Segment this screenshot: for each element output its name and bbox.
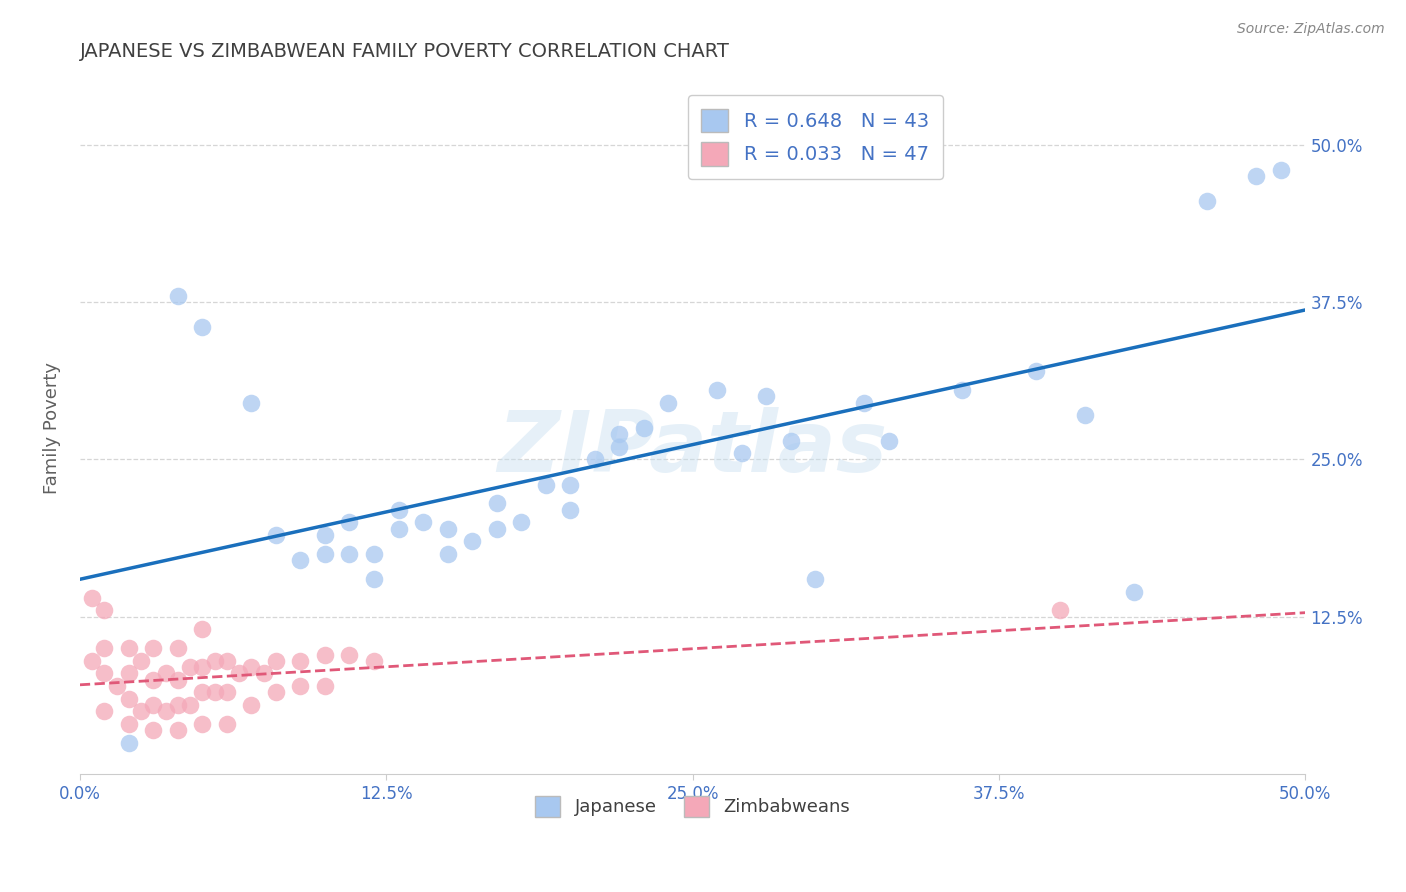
Point bbox=[191, 660, 214, 674]
Point bbox=[755, 389, 778, 403]
Point bbox=[314, 547, 336, 561]
Point bbox=[779, 434, 801, 448]
Point bbox=[118, 691, 141, 706]
Point bbox=[167, 723, 190, 737]
Point bbox=[314, 679, 336, 693]
Point bbox=[1049, 603, 1071, 617]
Point bbox=[191, 716, 214, 731]
Point bbox=[93, 603, 115, 617]
Point bbox=[129, 704, 152, 718]
Point bbox=[142, 698, 165, 712]
Point bbox=[93, 641, 115, 656]
Point bbox=[264, 685, 287, 699]
Point bbox=[290, 654, 312, 668]
Point bbox=[167, 673, 190, 687]
Point bbox=[167, 641, 190, 656]
Point bbox=[607, 427, 630, 442]
Point bbox=[314, 648, 336, 662]
Point bbox=[314, 528, 336, 542]
Legend: Japanese, Zimbabweans: Japanese, Zimbabweans bbox=[527, 789, 858, 824]
Point bbox=[339, 648, 361, 662]
Point bbox=[142, 673, 165, 687]
Point bbox=[363, 572, 385, 586]
Point bbox=[204, 654, 226, 668]
Point bbox=[240, 396, 263, 410]
Point bbox=[558, 477, 581, 491]
Point bbox=[118, 641, 141, 656]
Point bbox=[191, 685, 214, 699]
Point bbox=[1122, 584, 1144, 599]
Point bbox=[558, 502, 581, 516]
Point bbox=[215, 685, 238, 699]
Point bbox=[129, 654, 152, 668]
Point bbox=[191, 320, 214, 334]
Point bbox=[82, 654, 104, 668]
Point bbox=[607, 440, 630, 454]
Point bbox=[82, 591, 104, 605]
Point bbox=[1270, 162, 1292, 177]
Point bbox=[155, 666, 177, 681]
Point bbox=[853, 396, 876, 410]
Point bbox=[510, 516, 533, 530]
Point bbox=[534, 477, 557, 491]
Y-axis label: Family Poverty: Family Poverty bbox=[44, 362, 60, 494]
Point bbox=[1246, 169, 1268, 184]
Point bbox=[253, 666, 276, 681]
Text: JAPANESE VS ZIMBABWEAN FAMILY POVERTY CORRELATION CHART: JAPANESE VS ZIMBABWEAN FAMILY POVERTY CO… bbox=[80, 42, 730, 61]
Point bbox=[142, 641, 165, 656]
Point bbox=[118, 666, 141, 681]
Point bbox=[339, 547, 361, 561]
Point bbox=[730, 446, 752, 460]
Point bbox=[804, 572, 827, 586]
Point bbox=[105, 679, 128, 693]
Point bbox=[436, 547, 458, 561]
Point bbox=[155, 704, 177, 718]
Point bbox=[485, 522, 508, 536]
Point bbox=[93, 704, 115, 718]
Point bbox=[706, 383, 728, 397]
Point bbox=[657, 396, 679, 410]
Point bbox=[179, 660, 201, 674]
Point bbox=[228, 666, 250, 681]
Point bbox=[339, 516, 361, 530]
Point bbox=[290, 679, 312, 693]
Text: Source: ZipAtlas.com: Source: ZipAtlas.com bbox=[1237, 22, 1385, 37]
Point bbox=[264, 528, 287, 542]
Point bbox=[93, 666, 115, 681]
Point bbox=[387, 502, 409, 516]
Point bbox=[167, 698, 190, 712]
Point bbox=[215, 716, 238, 731]
Point bbox=[204, 685, 226, 699]
Point bbox=[264, 654, 287, 668]
Point bbox=[877, 434, 900, 448]
Point bbox=[191, 623, 214, 637]
Point bbox=[167, 289, 190, 303]
Point bbox=[240, 660, 263, 674]
Point bbox=[179, 698, 201, 712]
Point bbox=[461, 534, 484, 549]
Point bbox=[1025, 364, 1047, 378]
Point bbox=[363, 547, 385, 561]
Point bbox=[1197, 194, 1219, 209]
Point bbox=[387, 522, 409, 536]
Point bbox=[240, 698, 263, 712]
Point bbox=[215, 654, 238, 668]
Point bbox=[363, 654, 385, 668]
Point bbox=[950, 383, 973, 397]
Point bbox=[1074, 409, 1097, 423]
Point bbox=[142, 723, 165, 737]
Point bbox=[583, 452, 606, 467]
Point bbox=[485, 496, 508, 510]
Point bbox=[118, 736, 141, 750]
Point bbox=[290, 553, 312, 567]
Point bbox=[436, 522, 458, 536]
Text: ZIPatlas: ZIPatlas bbox=[498, 408, 887, 491]
Point bbox=[118, 716, 141, 731]
Point bbox=[412, 516, 434, 530]
Point bbox=[633, 421, 655, 435]
